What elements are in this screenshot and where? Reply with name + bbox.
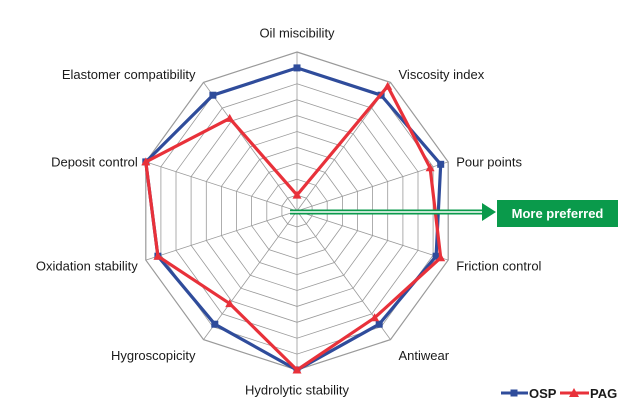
- point-pag-3: [436, 253, 446, 262]
- point-osp-4: [375, 320, 383, 328]
- category-label-3: Friction control: [456, 259, 541, 274]
- point-osp-3: [432, 252, 440, 260]
- point-pag-7: [153, 251, 163, 260]
- point-pag-4: [370, 313, 380, 322]
- spoke-2: [296, 161, 449, 212]
- point-pag-1: [383, 81, 393, 90]
- point-osp-0: [293, 64, 301, 72]
- point-pag-6: [225, 299, 235, 308]
- point-pag-0: [292, 190, 302, 199]
- spoke-8: [145, 161, 298, 212]
- category-label-1: Viscosity index: [399, 67, 485, 82]
- spoke-9: [203, 82, 298, 212]
- point-pag-9: [225, 113, 235, 122]
- more-preferred-arrow-head: [482, 203, 496, 221]
- spoke-3: [296, 210, 449, 261]
- series-line-osp: [144, 66, 443, 372]
- series: [141, 64, 446, 374]
- spokes: [145, 52, 449, 370]
- category-label-4: Antiwear: [399, 348, 450, 363]
- point-osp-6: [211, 320, 219, 328]
- more-preferred-label: More preferred: [512, 206, 604, 221]
- category-labels: Oil miscibility Viscosity index Pour point…: [36, 26, 542, 398]
- legend: OSP PAG: [501, 386, 617, 401]
- point-osp-2: [437, 160, 445, 168]
- legend-marker-pag: [569, 388, 579, 397]
- category-label-2: Pour points: [456, 154, 522, 169]
- legend-item-osp: OSP: [501, 386, 557, 401]
- category-label-6: Hygroscopicity: [111, 348, 196, 363]
- category-label-5: Hydrolytic stability: [245, 383, 350, 398]
- point-pag-5: [292, 365, 302, 374]
- legend-label-pag: PAG: [590, 386, 617, 401]
- legend-marker-osp: [510, 389, 518, 397]
- point-pag-8: [141, 157, 151, 166]
- more-preferred-badge: [497, 200, 618, 227]
- point-pag-2: [425, 163, 435, 172]
- point-osp-9: [209, 91, 217, 99]
- more-preferred-arrow: More preferred: [290, 200, 618, 227]
- spoke-7: [145, 210, 298, 261]
- spoke-6: [203, 210, 298, 340]
- category-label-9: Elastomer compatibility: [62, 67, 196, 82]
- series-line-pag: [144, 83, 443, 373]
- legend-label-osp: OSP: [529, 386, 557, 401]
- category-label-8: Deposit control: [51, 154, 138, 169]
- legend-item-pag: PAG: [560, 386, 617, 401]
- category-label-0: Oil miscibility: [259, 26, 335, 41]
- category-label-7: Oxidation stability: [36, 259, 138, 274]
